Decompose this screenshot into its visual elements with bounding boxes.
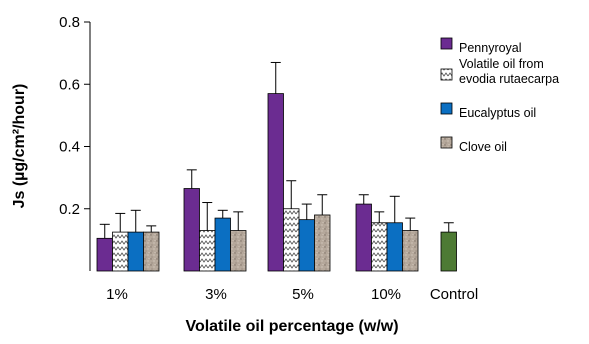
y-axis-title: Js (µg/cm²/hour) bbox=[11, 84, 28, 209]
bar-pennyroyal bbox=[183, 188, 200, 272]
y-tick-label: 0.8 bbox=[59, 14, 80, 31]
legend-swatch bbox=[440, 68, 453, 81]
bar-volatile-oil-from-evodia-rutaecarpa bbox=[283, 208, 300, 272]
bar-eucalyptus-oil bbox=[386, 222, 403, 272]
x-tick-label: 10% bbox=[371, 286, 401, 303]
legend-swatch bbox=[440, 37, 453, 50]
x-tick-label: 5% bbox=[292, 286, 314, 303]
bar-clove-oil bbox=[143, 231, 160, 272]
legend-label: Clove oil bbox=[459, 140, 507, 154]
y-tick-label: 0.4 bbox=[59, 139, 80, 156]
bar-pennyroyal bbox=[267, 93, 284, 272]
bar-volatile-oil-from-evodia-rutaecarpa bbox=[371, 222, 388, 272]
y-tick-label: 0.2 bbox=[59, 201, 80, 218]
x-tick-label: 1% bbox=[106, 286, 128, 303]
bar-pennyroyal bbox=[96, 237, 113, 272]
bar-clove-oil bbox=[230, 230, 247, 272]
y-tick-label: 0.6 bbox=[59, 76, 80, 93]
bar-eucalyptus-oil bbox=[298, 219, 315, 272]
x-tick-label: Control bbox=[430, 286, 478, 303]
x-tick-label: 3% bbox=[205, 286, 227, 303]
bar-pennyroyal bbox=[355, 203, 372, 272]
legend-swatch bbox=[440, 136, 453, 149]
plot-area: 0.2 0.4 0.6 0.8 1% 3% 5% 10% Control bbox=[59, 14, 478, 303]
x-axis-title: Volatile oil percentage (w/w) bbox=[185, 318, 398, 335]
legend-label: Pennyroyal bbox=[459, 41, 522, 55]
bar-volatile-oil-from-evodia-rutaecarpa bbox=[199, 230, 216, 272]
bar-clove-oil bbox=[314, 214, 331, 272]
bar-control bbox=[440, 231, 457, 272]
legend-label: Eucalyptus oil bbox=[459, 106, 536, 120]
legend-label: evodia rutaecarpa bbox=[459, 72, 559, 86]
bar-eucalyptus-oil bbox=[127, 231, 144, 272]
bar-volatile-oil-from-evodia-rutaecarpa bbox=[112, 231, 129, 272]
legend-label: Volatile oil from bbox=[459, 57, 544, 71]
legend-swatch bbox=[440, 102, 453, 115]
bar-eucalyptus-oil bbox=[214, 217, 231, 272]
bar-clove-oil bbox=[402, 230, 419, 272]
